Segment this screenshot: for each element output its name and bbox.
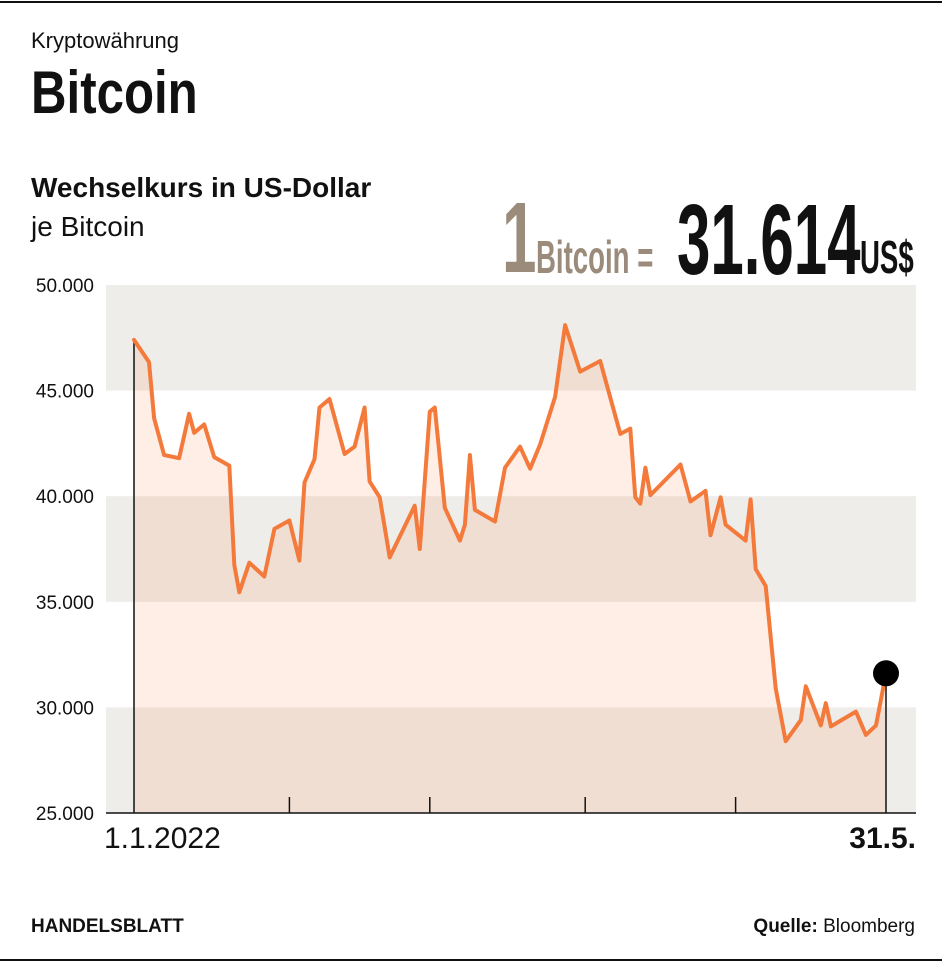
y-tick-label: 35.000 [36,593,94,614]
area-fill [134,325,886,813]
title-text: Bitcoin [31,59,198,126]
source-label: Quelle: [753,916,818,937]
unit-note: je Bitcoin [31,211,145,242]
highlight-bitcoin-label: Bitcoin = [536,231,654,283]
y-tick-label: 30.000 [36,698,94,719]
source-name: Bloomberg [823,916,915,937]
y-tick-label: 25.000 [36,804,94,825]
highlight-value: 31.614 [677,184,861,296]
kicker: Kryptowährung [31,28,179,53]
x-label-end: 31.5. [849,822,916,855]
chart-subtitle: Wechselkurs in US-Dollar [31,172,372,203]
page-title: Bitcoin [31,62,234,132]
highlight-one: 1 [502,182,537,294]
top-rule [0,1,942,3]
source-note: Quelle: Bloomberg [753,916,915,938]
x-label-start: 1.1.2022 [104,822,221,855]
y-tick-label: 45.000 [36,382,94,403]
price-line [132,323,888,744]
brand-logo: HANDELSBLATT [31,916,184,937]
bottom-rule [0,959,942,961]
y-tick-label: 40.000 [36,487,94,508]
highlight-currency: US$ [860,231,914,283]
grid-band [106,285,916,391]
last-value-marker [873,660,899,687]
y-tick-label: 50.000 [36,276,94,297]
